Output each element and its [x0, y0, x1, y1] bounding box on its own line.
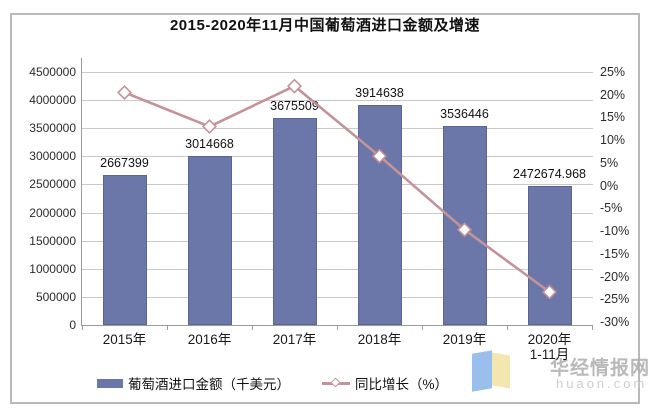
x-axis-tick: [167, 325, 168, 330]
y-axis-right-tick: -25%: [600, 292, 630, 307]
gridline: [82, 100, 593, 102]
y-axis-left-tick: 1500000: [29, 233, 76, 248]
bar-2017年: [272, 118, 317, 325]
gridline: [82, 156, 593, 158]
y-axis-right-tick: -30%: [600, 315, 630, 329]
y-axis-left-line: [81, 58, 82, 325]
x-axis-category-label: 2017年: [272, 332, 317, 347]
gridline: [82, 128, 593, 130]
y-axis-left-tick: 2000000: [29, 205, 76, 220]
gridline: [82, 72, 593, 73]
x-axis-tick: [592, 325, 593, 330]
bar-2018年: [357, 104, 402, 325]
x-axis-category-label: 2015年: [102, 332, 147, 347]
gridline: [82, 240, 593, 242]
watermark-domain: huaon.com: [556, 376, 648, 391]
x-axis-tick: [337, 325, 338, 330]
bar-value-label: 3014668: [185, 136, 234, 151]
y-axis-left-tick: 3000000: [29, 149, 76, 164]
bar-value-label: 3536446: [440, 107, 489, 122]
gridline: [82, 184, 593, 186]
x-axis-category-label: 2019年: [442, 332, 487, 347]
x-axis-category-label: 2020年 1-11月: [527, 332, 572, 362]
y-axis-right-tick: 20%: [600, 87, 626, 102]
x-axis-category-label: 2018年: [357, 332, 402, 347]
bar-swatch-icon: [97, 378, 123, 388]
logo-blue-page: [472, 350, 492, 392]
gridline: [82, 268, 593, 270]
legend-item-line: 同比增长（%）: [322, 373, 448, 393]
growth-line-chart: [117, 78, 557, 300]
y-axis-right-tick: -5%: [600, 201, 623, 216]
y-axis-left-tick: 4500000: [29, 65, 76, 79]
x-axis-tick: [82, 325, 83, 330]
bar-value-label: 2667399: [100, 156, 149, 171]
y-axis-right-tick: -20%: [600, 269, 630, 284]
gridline: [82, 296, 593, 298]
chart-title: 2015-2020年11月中国葡萄酒进口金额及增速: [169, 17, 481, 34]
bar-2016年: [187, 155, 232, 325]
y-axis-left-tick: 2500000: [29, 177, 76, 192]
legend-bar-label: 葡萄酒进口金额（千美元）: [128, 377, 290, 392]
y-axis-right-tick: -15%: [600, 246, 630, 261]
y-axis-left-tick: 0: [69, 318, 76, 332]
x-axis-tick: [422, 325, 423, 330]
y-axis-right-tick: 25%: [600, 65, 626, 79]
y-axis-right-tick: 15%: [600, 110, 626, 125]
y-axis-right-tick: 10%: [600, 133, 626, 148]
legend-line-label: 同比增长（%）: [355, 377, 449, 392]
y-axis-right-tick: -10%: [600, 224, 630, 239]
legend: 葡萄酒进口金额（千美元） 同比增长（%）: [97, 373, 448, 393]
y-axis-left-tick: 4000000: [29, 93, 76, 108]
bar-value-label: 2472674.968: [513, 166, 586, 181]
bar-2015年: [102, 175, 147, 325]
watermark-text: 华经情报网: [550, 358, 650, 379]
y-axis-left-tick: 3500000: [29, 121, 76, 136]
x-axis-tick: [507, 325, 508, 330]
y-axis-right-tick: 0%: [600, 178, 619, 193]
y-axis-right-tick: 5%: [600, 155, 619, 170]
legend-item-bar: 葡萄酒进口金额（千美元）: [97, 373, 290, 393]
bar-value-label: 3675509: [270, 99, 319, 114]
x-axis-tick: [252, 325, 253, 330]
gridline: [82, 212, 593, 214]
line-swatch-icon: [322, 377, 350, 388]
bar-2020年: [527, 185, 572, 325]
x-axis-category-label: 2016年: [187, 332, 232, 347]
bar-value-label: 3914638: [355, 85, 404, 100]
y-axis-left-tick: 1000000: [29, 261, 76, 276]
y-axis-left-tick: 500000: [35, 289, 76, 304]
